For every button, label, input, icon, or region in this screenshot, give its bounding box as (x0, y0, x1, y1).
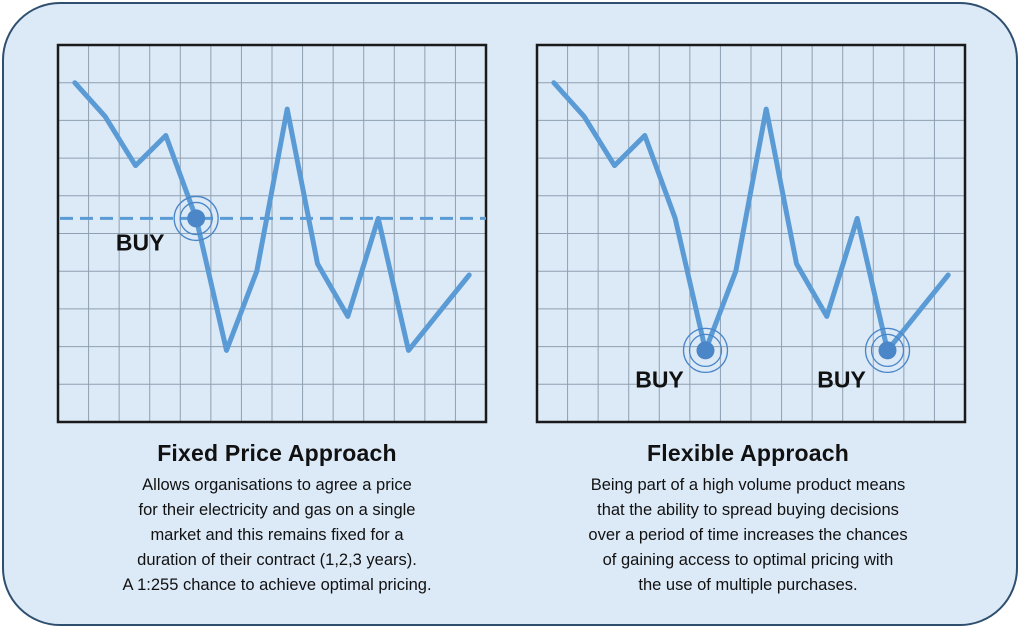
flexible-buy-ring-inner (688, 333, 723, 368)
flexible-buy-label: BUY (635, 366, 684, 392)
description-line: the use of multiple purchases. (638, 576, 858, 594)
description-line: for their electricity and gas on a singl… (138, 501, 416, 519)
fixed-buy-label: BUY (116, 229, 165, 255)
description-line: market and this remains fixed for a (150, 526, 404, 544)
fixed-price-title: Fixed Price Approach (157, 440, 397, 466)
description-line: over a period of time increases the chan… (588, 526, 908, 544)
flexible-buy-ring-outer (864, 327, 911, 374)
flexible-plot-border (535, 43, 967, 424)
fixed-plot-border (56, 43, 488, 424)
description-line: that the ability to spread buying decisi… (597, 501, 899, 519)
fixed-buy-ring-outer (173, 195, 219, 242)
description-line: A 1:255 chance to achieve optimal pricin… (122, 576, 432, 594)
description-line: Being part of a high volume product mean… (590, 476, 906, 494)
fixed-price-caption: Fixed Price Approach Allows organisation… (72, 440, 482, 598)
description-line: Allows organisations to agree a price (142, 476, 412, 494)
flexible-buy-label: BUY (817, 366, 866, 392)
flexible-buy-point (878, 341, 897, 360)
flexible-title: Flexible Approach (647, 440, 849, 466)
fixed-buy-point (187, 209, 206, 228)
flexible-buy-ring-inner (870, 333, 905, 368)
flexible-buy-point (696, 341, 715, 360)
description-line: of gaining access to optimal pricing wit… (602, 551, 894, 569)
flexible-description: Being part of a high volume product mean… (538, 473, 958, 598)
description-line: duration of their contract (1,2,3 years)… (137, 551, 417, 569)
flexible-buy-ring-outer (682, 327, 729, 374)
flexible-caption: Flexible Approach Being part of a high v… (538, 440, 958, 598)
fixed-price-line (72, 80, 472, 353)
fixed-buy-ring-inner (179, 201, 213, 236)
fixed-price-description: Allows organisations to agree a price fo… (72, 473, 482, 598)
